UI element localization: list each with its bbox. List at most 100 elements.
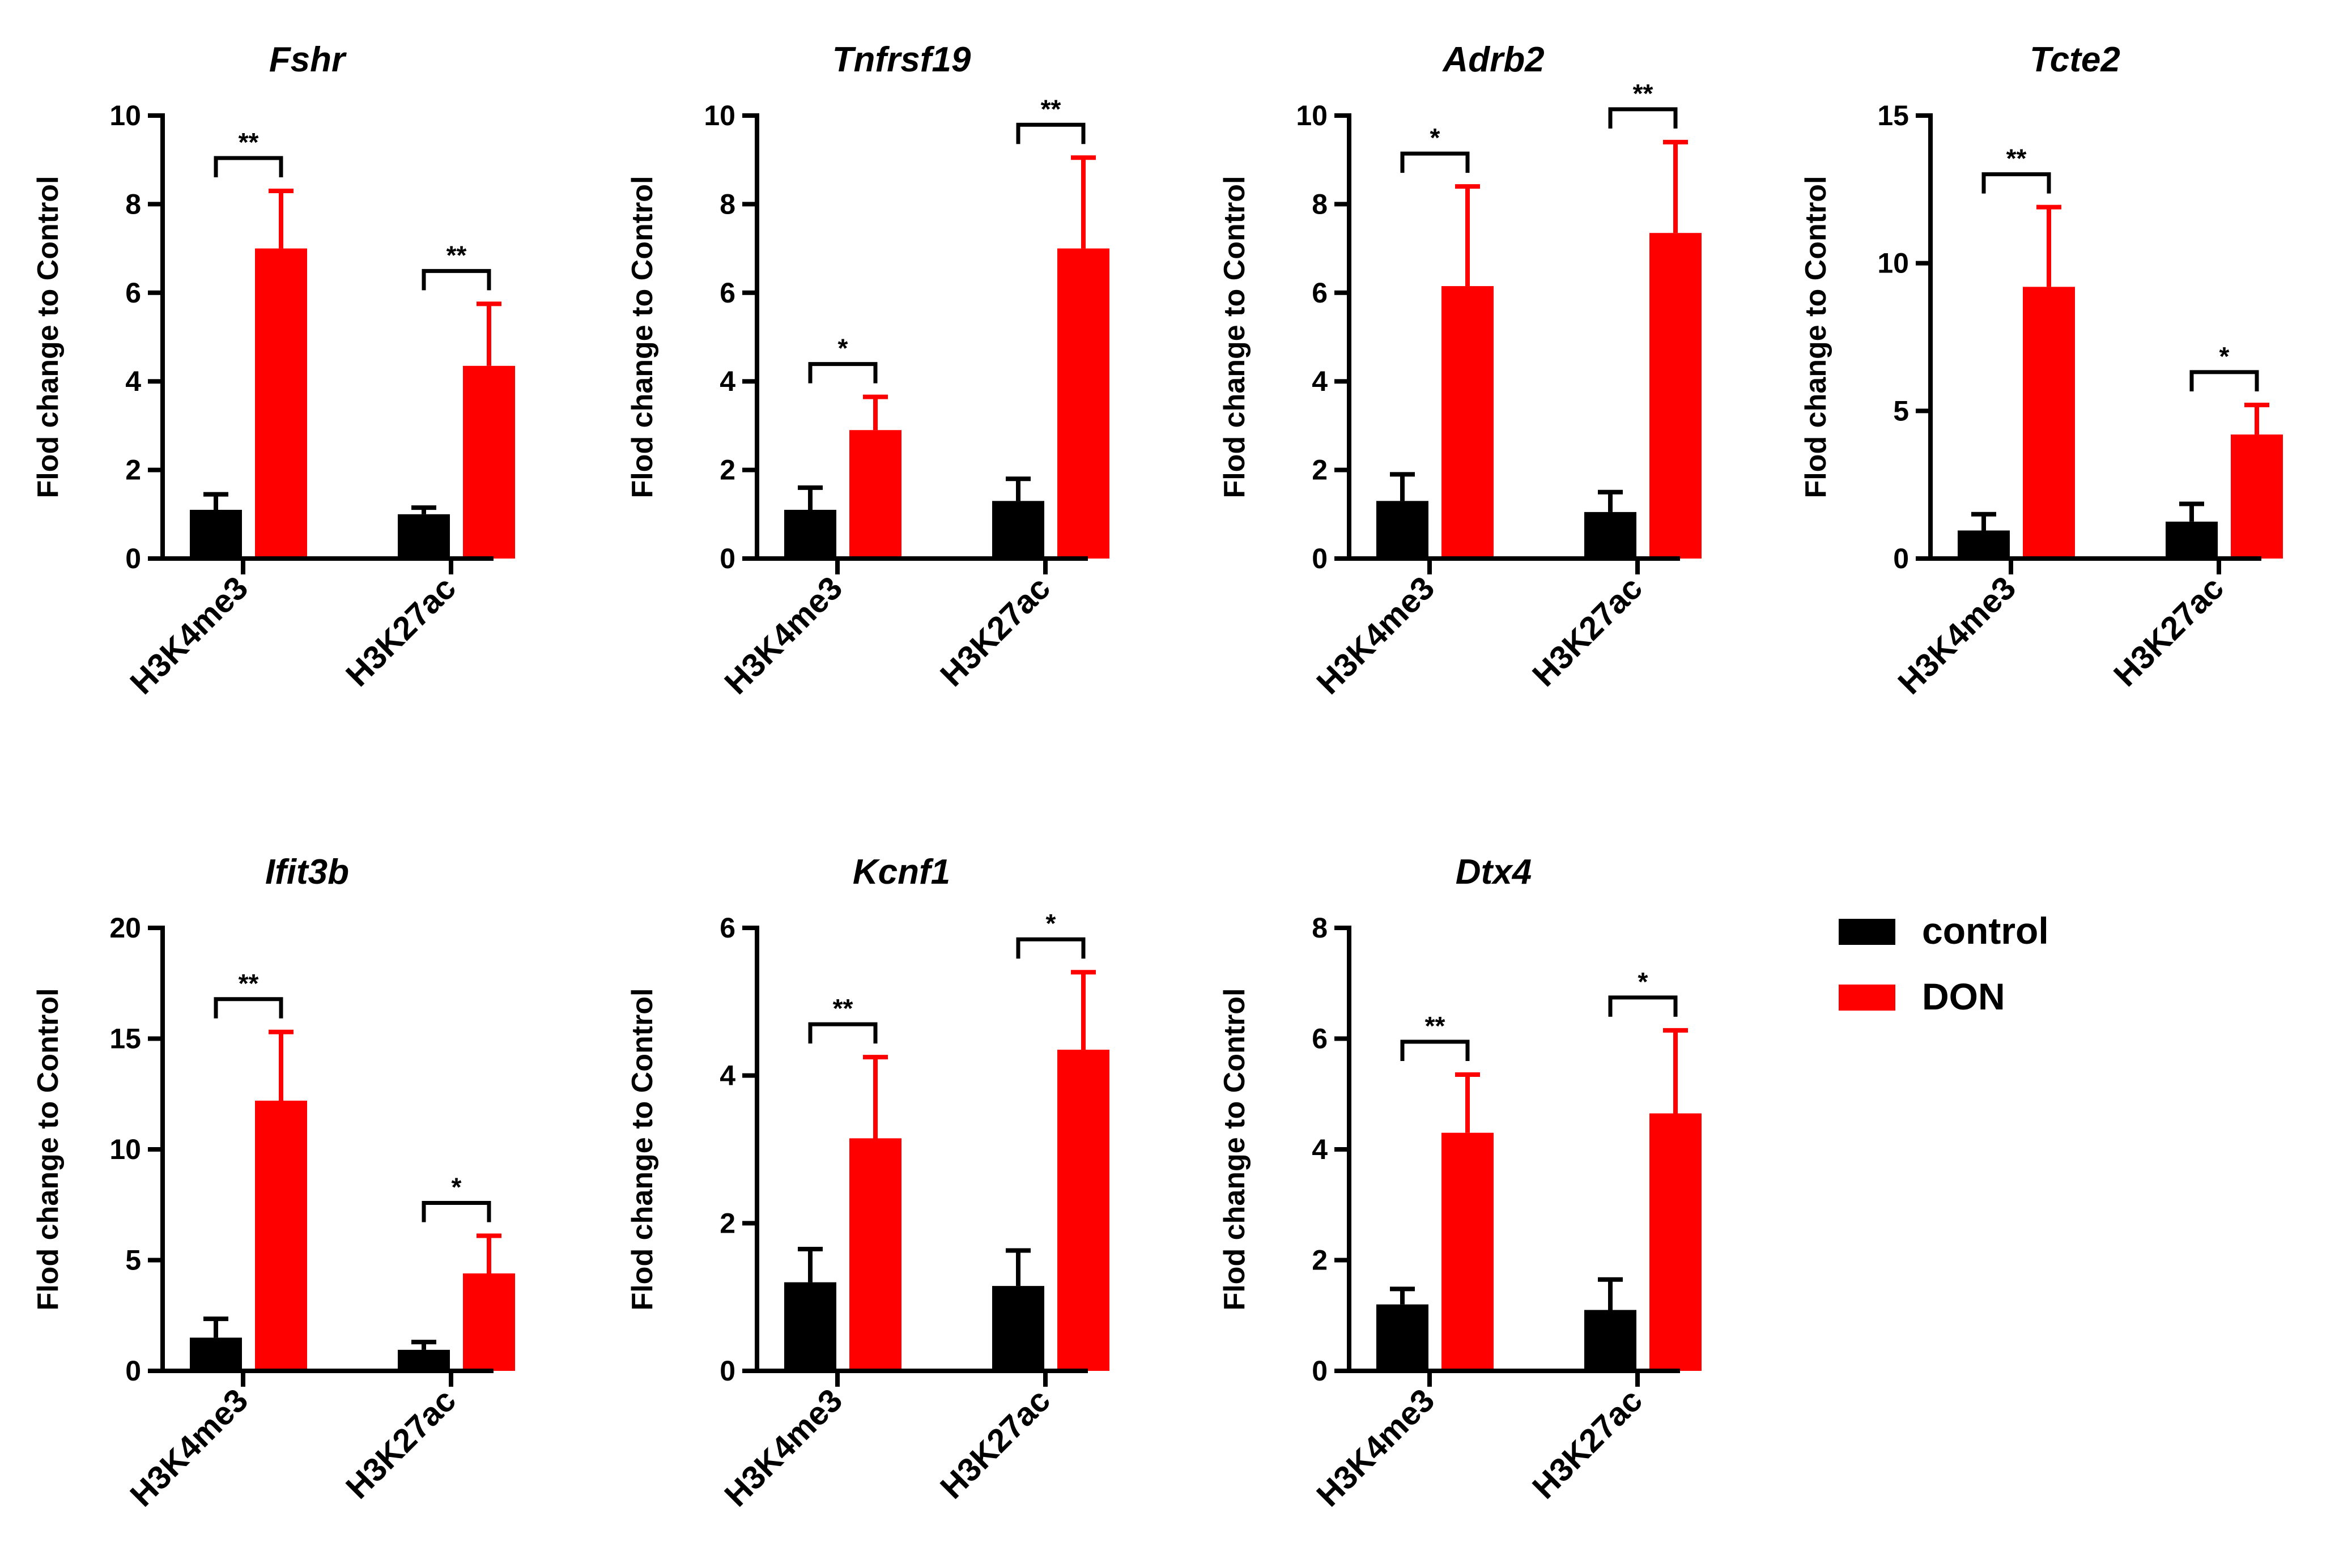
significance-bracket [422,1200,491,1222]
significance-bracket [214,997,283,1019]
significance-bracket [2189,370,2259,391]
y-tick-label: 10 [109,100,141,131]
bar-control-h3k27ac [992,501,1044,559]
y-tick-label: 4 [125,365,141,397]
bar-control-h3k4me3 [1376,1304,1428,1371]
significance-label: ** [1425,1011,1445,1041]
significance-label: * [1046,909,1056,938]
y-tick-label: 5 [125,1245,141,1276]
significance-label: * [452,1172,462,1201]
bar-don-h3k27ac [1057,1050,1109,1371]
bar-control-h3k4me3 [1958,530,2010,559]
legend-label-don: DON [1922,975,2005,1017]
significance-bracket [1016,122,1086,144]
y-tick-label: 4 [1312,365,1328,397]
bar-don-h3k4me3 [2023,287,2075,559]
bar-don-h3k4me3 [255,248,307,559]
y-tick-label: 0 [125,543,141,574]
y-tick-label: 2 [720,1207,735,1239]
bar-don-h3k4me3 [849,430,901,559]
y-tick-label: 6 [125,277,141,309]
bar-don-h3k27ac [463,365,515,559]
x-category-label: H3K4me3 [123,569,255,701]
bar-don-h3k27ac [1057,248,1109,559]
bar-control-h3k27ac [398,514,450,559]
significance-label: ** [833,994,853,1023]
significance-label: ** [446,240,467,270]
bar-don-h3k27ac [2231,434,2283,559]
x-category-label: H3K27ac [339,569,463,693]
significance-bracket [1016,937,1086,959]
chart-title: Fshr [269,40,347,79]
y-tick-label: 2 [1312,454,1328,486]
significance-label: * [2219,342,2230,371]
bar-don-h3k27ac [463,1273,515,1371]
significance-bracket [1400,151,1470,173]
y-tick-label: 2 [720,454,735,486]
y-tick-label: 2 [1312,1245,1328,1276]
y-tick-label: 6 [720,912,735,944]
significance-bracket [214,156,283,177]
y-axis-label: Flod change to Control [626,176,659,498]
bar-don-h3k27ac [1649,1113,1702,1371]
significance-label: ** [239,127,259,157]
y-tick-label: 0 [1312,543,1328,574]
axes [755,926,1088,1373]
y-tick-label: 15 [1877,100,1909,131]
y-tick-label: 6 [1312,1023,1328,1055]
x-category-label: H3K4me3 [717,569,849,701]
bar-control-h3k4me3 [784,1282,836,1371]
bar-control-h3k27ac [992,1286,1044,1371]
bar-control-h3k4me3 [190,1337,242,1371]
y-tick-label: 8 [125,188,141,220]
significance-bracket [808,362,878,384]
legend-swatch-don [1839,985,1895,1011]
chart-title: Kcnf1 [853,853,950,892]
chart-title: Tcte2 [2030,40,2120,79]
y-tick-label: 10 [1877,248,1909,279]
chart-title: Ifit3b [265,853,349,892]
x-category-label: H3K4me3 [1891,569,2023,701]
significance-label: ** [1041,94,1061,123]
bar-control-h3k27ac [1584,1310,1636,1371]
y-tick-label: 20 [109,912,141,944]
y-tick-label: 8 [1312,188,1328,220]
chart-title: Adrb2 [1441,40,1544,79]
y-tick-label: 10 [109,1134,141,1165]
significance-label: * [1638,967,1648,996]
y-axis-label: Flod change to Control [32,988,65,1310]
y-tick-label: 10 [704,100,735,131]
y-axis-label: Flod change to Control [1218,988,1251,1310]
legend: control DON [1839,910,2049,1017]
y-tick-label: 6 [720,277,735,309]
axes [1347,113,1680,561]
y-tick-label: 6 [1312,277,1328,309]
y-tick-label: 4 [1312,1134,1328,1165]
y-tick-label: 8 [720,188,735,220]
axes [755,113,1088,561]
significance-label: ** [1633,79,1653,108]
x-category-label: H3K27ac [933,1382,1057,1506]
significance-bracket [1608,107,1678,129]
y-tick-label: 4 [720,365,735,397]
bar-don-h3k4me3 [255,1100,307,1371]
axes [160,926,494,1373]
x-category-label: H3K27ac [933,569,1057,693]
chart-title: Dtx4 [1456,853,1532,892]
axes [1928,113,2261,561]
y-tick-label: 0 [720,543,735,574]
significance-bracket [1608,995,1678,1017]
x-category-label: H3K4me3 [717,1382,849,1514]
bar-don-h3k4me3 [849,1138,901,1371]
y-axis-label: Flod change to Control [626,988,659,1310]
bar-don-h3k4me3 [1441,1132,1494,1371]
bar-control-h3k4me3 [1376,501,1428,559]
y-tick-label: 5 [1893,395,1909,427]
legend-label-control: control [1922,910,2049,952]
y-tick-label: 8 [1312,912,1328,944]
